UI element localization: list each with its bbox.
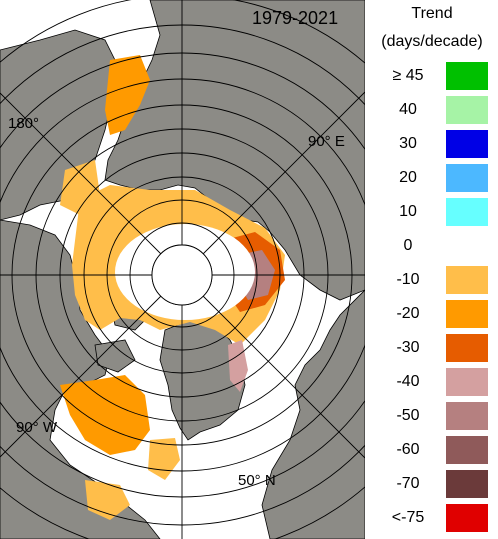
trend-region-minus-20 <box>60 375 150 455</box>
legend-label: 0 <box>403 237 413 254</box>
legend-swatch <box>446 266 488 294</box>
archipelago-island <box>94 339 136 373</box>
legend-label: -40 <box>396 373 420 390</box>
legend-label: 40 <box>399 101 417 118</box>
latitude-label-50n: 50° N <box>238 472 276 489</box>
legend-label: -50 <box>396 407 420 424</box>
pole-hole <box>151 244 213 306</box>
trend-region-minus-20 <box>105 55 150 135</box>
legend-label: 20 <box>399 169 417 186</box>
legend-swatch <box>446 300 488 328</box>
legend-label: -20 <box>396 305 420 322</box>
legend-swatch <box>446 334 488 362</box>
legend-swatch <box>446 470 488 498</box>
legend-swatch <box>446 402 488 430</box>
trend-region-minus-40 <box>228 340 248 392</box>
legend-label: 30 <box>399 135 417 152</box>
longitude-label-90e: 90° E <box>308 133 345 150</box>
meridian-line <box>202 295 365 459</box>
legend-label: -60 <box>396 441 420 458</box>
legend-swatch <box>446 96 488 124</box>
meridians <box>0 0 365 539</box>
legend-swatch <box>446 504 488 532</box>
legend-label: <-75 <box>391 509 425 526</box>
meridian-line <box>0 295 162 458</box>
legend-label: 10 <box>399 203 417 220</box>
legend-label: -10 <box>396 271 420 288</box>
legend-swatch <box>446 62 488 90</box>
legend-swatch <box>446 436 488 464</box>
legend-title: Trend <box>411 5 453 22</box>
meridian-line <box>202 91 365 255</box>
sea-ice-trend-map: 1979-2021 180° 90° E 90° W 50° N <box>0 0 365 539</box>
period-label: 1979-2021 <box>252 8 338 28</box>
trend-region-minus-10 <box>60 160 100 215</box>
europe-land <box>261 289 365 539</box>
legend-subtitle: (days/decade) <box>381 33 483 50</box>
legend-label: ≥ 45 <box>392 67 424 84</box>
legend-label: -30 <box>396 339 420 356</box>
legend-label: -70 <box>396 475 420 492</box>
meridian-line <box>0 92 162 255</box>
longitude-label-90w: 90° W <box>16 419 58 436</box>
legend-swatch <box>446 164 488 192</box>
longitude-label-180: 180° <box>8 115 39 132</box>
legend-swatch <box>446 198 488 226</box>
legend-swatch <box>446 368 488 396</box>
legend-swatch <box>446 232 488 260</box>
legend-swatch <box>446 130 488 158</box>
